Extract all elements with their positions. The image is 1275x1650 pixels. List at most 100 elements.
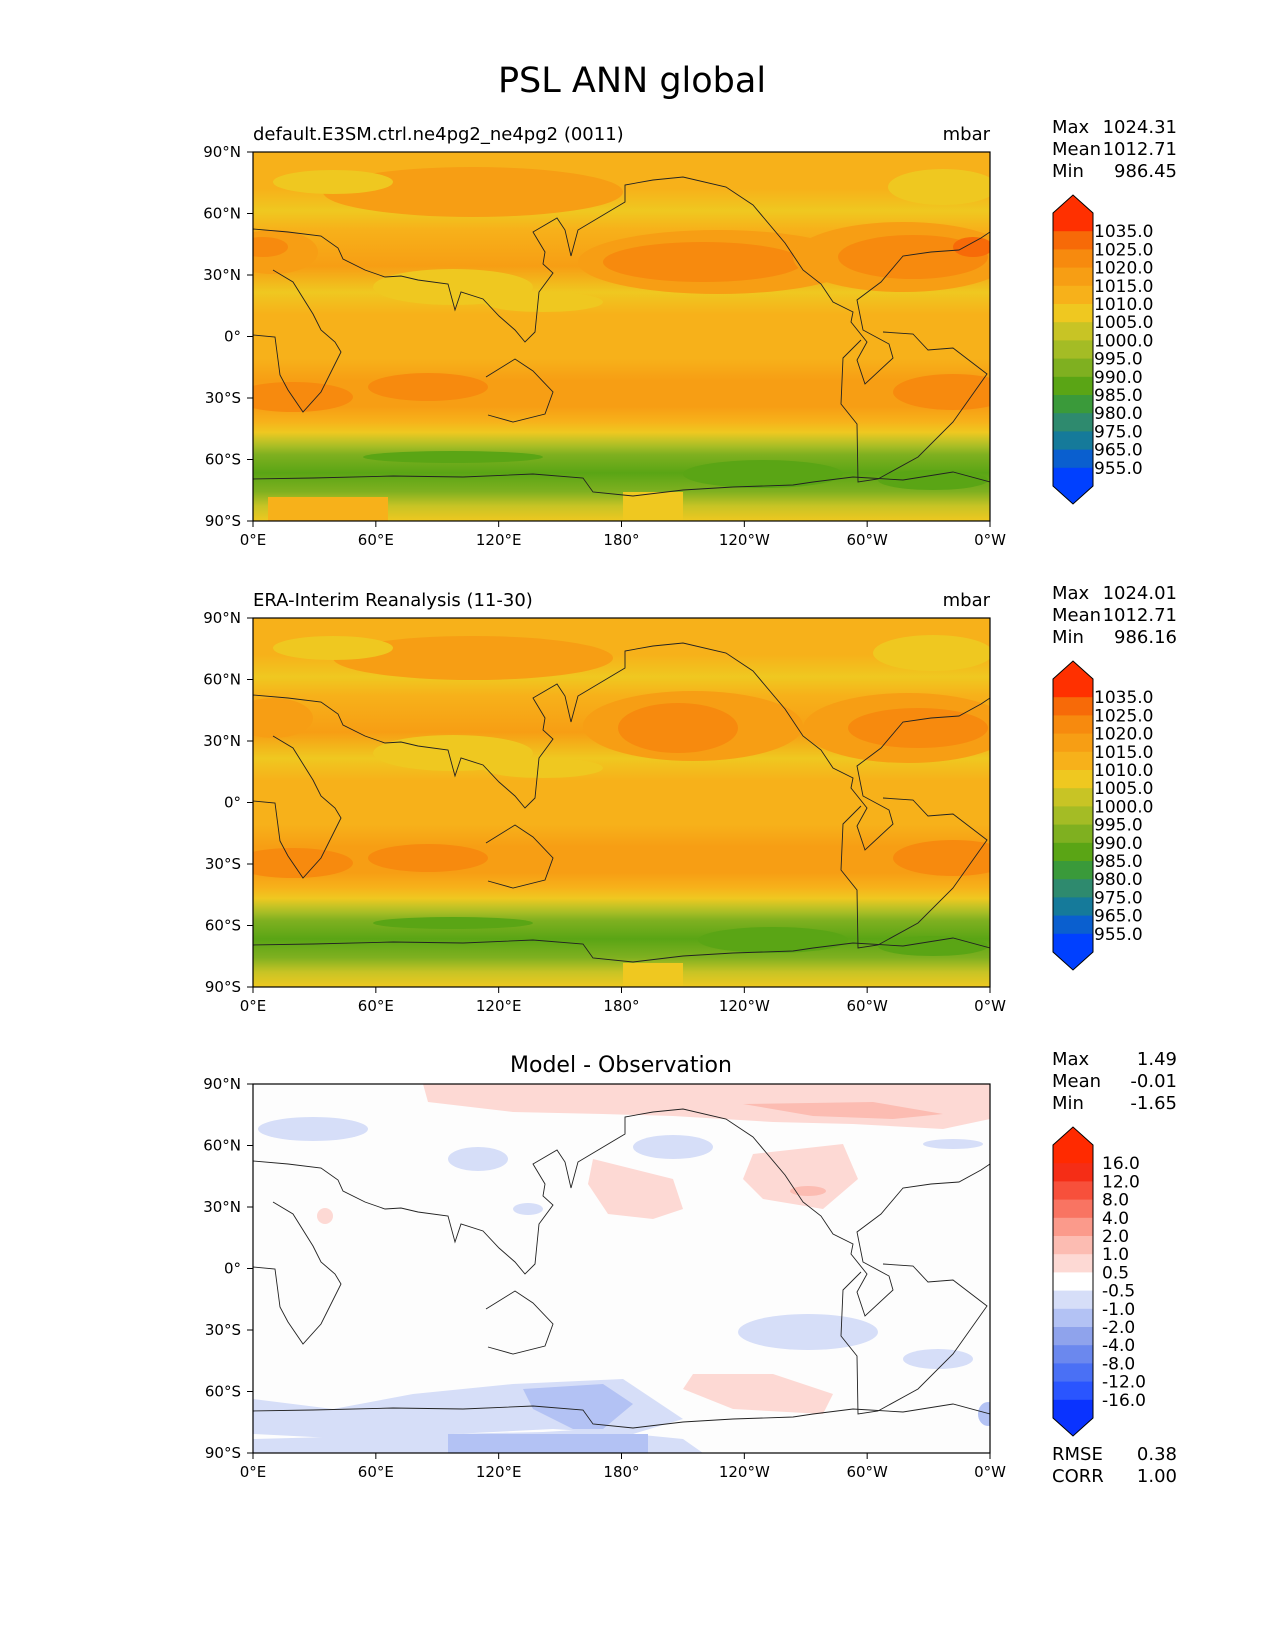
colorbar-segment [1053,1145,1093,1164]
colorbar-tick-label: 990.0 [1094,368,1143,388]
lat-tick-label: 30°N [203,266,241,284]
colorbar-segment [1053,733,1093,753]
colorbar-extend-min [1053,1418,1093,1436]
lon-tick-label: 0°E [240,531,267,549]
map-area [253,618,990,987]
colorbar-tick-label: -12.0 [1102,1373,1146,1393]
coastlines [253,176,990,497]
lat-tick-label: 60°S [205,451,241,469]
colorbar-segment [1053,679,1093,698]
colorbar-segment [1053,697,1093,716]
lon-tick-label: 120°W [719,1463,770,1481]
lat-tick-label: 30°N [203,1198,241,1216]
lon-tick-label: 0°W [974,531,1006,549]
colorbar-tick-label: 995.0 [1094,350,1143,370]
lat-tick-label: 0° [224,794,241,812]
stats-block: Max 1.49 Mean -0.01 Min -1.65 [1052,1049,1177,1114]
lat-axis: 90°N 60°N 30°N 0° 30°S 60°S 90°S [203,609,253,996]
field-anomalies [253,635,990,987]
colorbar-tick-label: 965.0 [1094,441,1143,461]
colorbar-tick-label: 1025.0 [1094,706,1153,726]
colorbar-tick-label: -2.0 [1102,1318,1135,1338]
lon-tick-label: 60°E [358,1463,394,1481]
stat-label: Mean [1052,605,1101,626]
colorbar-segment [1053,1199,1093,1219]
colorbar-tick-label: 980.0 [1094,404,1143,424]
stat-label: Min [1052,1093,1084,1114]
stat-value: -0.01 [1130,1071,1177,1092]
lon-tick-label: 180° [603,531,639,549]
colorbar-extend-min [1053,952,1093,970]
colorbar-segment [1053,358,1093,378]
panel-test: default.E3SM.ctrl.ne4pg2_ne4pg2 (0011) m… [203,124,1006,549]
colorbar-segment [1053,413,1093,432]
colorbar-segment [1053,267,1093,287]
lat-axis: 90°N 60°N 30°N 0° 30°S 60°S 90°S [203,143,253,530]
lat-tick-label: 60°S [205,1383,241,1401]
colorbar-tick-label: 4.0 [1102,1209,1129,1229]
colorbar-segment [1053,1399,1093,1419]
lon-tick-label: 120°E [476,531,522,549]
side-panel-difference: Max 1.49 Mean -0.01 Min -1.65 16.012.08.04.02… [1052,1049,1177,1487]
lon-tick-label: 60°E [358,531,394,549]
lat-tick-label: 30°S [205,1321,241,1339]
lon-tick-label: 120°E [476,1463,522,1481]
footer-stat-value: 0.38 [1137,1444,1177,1465]
lat-tick-label: 90°S [205,978,241,996]
colorbar-segment [1053,1217,1093,1237]
colorbar-tick-label: 995.0 [1094,816,1143,836]
left-title: ERA-Interim Reanalysis (11-30) [253,590,533,611]
colorbar-segment [1053,842,1093,862]
colorbar-segment [1053,715,1093,735]
colorbar-tick-label: 955.0 [1094,925,1143,945]
colorbar-tick-label: 1020.0 [1094,725,1153,745]
colorbar-tick-label: 0.5 [1102,1263,1129,1283]
colorbar-tick-label: 975.0 [1094,422,1143,442]
colorbar-segment [1053,213,1093,232]
lat-tick-label: 0° [224,1260,241,1278]
colorbar-segment [1053,788,1093,807]
colorbar-segment [1053,467,1093,487]
panel-reference: ERA-Interim Reanalysis (11-30) mbar 0°E 6… [203,590,1006,1015]
stat-value: 1024.01 [1103,583,1177,604]
colorbar-segment [1053,1345,1093,1364]
colorbar: 16.012.08.04.02.01.00.5-0.5-1.0-2.0-4.0-… [1052,1126,1146,1437]
colorbar-tick-label: 990.0 [1094,834,1143,854]
colorbar-segment [1053,249,1093,269]
colorbar-tick-label: 1015.0 [1094,277,1153,297]
colorbar-extend-max [1053,661,1093,679]
colorbar-segment [1053,915,1093,935]
lat-tick-label: 30°S [205,389,241,407]
stat-label: Max [1052,117,1090,138]
colorbar-segment [1053,806,1093,826]
colorbar-segment [1053,285,1093,305]
lat-tick-label: 60°N [203,1137,241,1155]
stat-label: Mean [1052,1071,1101,1092]
colorbar-tick-label: -4.0 [1102,1336,1135,1356]
lat-tick-label: 60°N [203,205,241,223]
colorbar-extend-min [1053,486,1093,504]
colorbar-tick-label: 1.0 [1102,1245,1129,1265]
stat-value: 1012.71 [1103,139,1177,160]
colorbar-tick-label: -0.5 [1102,1282,1135,1302]
colorbar-segment [1053,933,1093,953]
lon-axis: 0°E 60°E 120°E 180° 120°W 60°W 0°W [240,521,1006,549]
colorbar-segment [1053,431,1093,451]
colorbar-tick-label: 16.0 [1102,1154,1140,1174]
lon-tick-label: 60°W [846,531,888,549]
stat-value: -1.65 [1130,1093,1177,1114]
figure-title: PSL ANN global [498,61,766,101]
lon-tick-label: 120°W [719,997,770,1015]
colorbar-tick-label: -1.0 [1102,1300,1135,1320]
field-anomalies [253,167,990,521]
lat-tick-label: 30°N [203,732,241,750]
colorbar-segment [1053,1163,1093,1182]
lon-tick-label: 120°E [476,997,522,1015]
colorbar-segment [1053,449,1093,469]
lon-tick-label: 180° [603,997,639,1015]
colorbar-tick-label: 2.0 [1102,1227,1129,1247]
colorbar-tick-label: 1010.0 [1094,761,1153,781]
